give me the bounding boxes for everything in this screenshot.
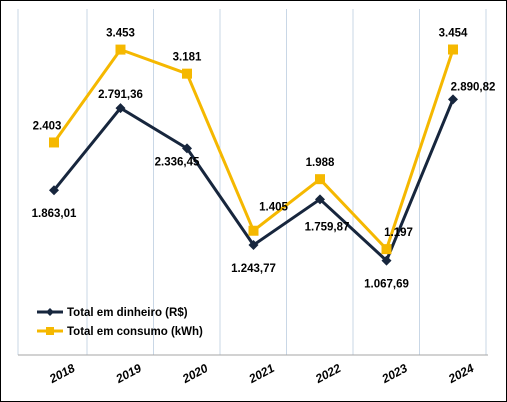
data-point-consumo bbox=[115, 44, 126, 55]
data-label-dinheiro: 1.759,87 bbox=[305, 221, 350, 233]
data-label-dinheiro: 2.890,82 bbox=[451, 81, 496, 93]
x-tick-label: 2021 bbox=[246, 361, 277, 387]
legend: Total em dinheiro (R$) Total em consumo … bbox=[37, 307, 203, 338]
data-label-dinheiro: 1.067,69 bbox=[364, 279, 409, 291]
series-group bbox=[49, 44, 458, 266]
x-tick-label: 2020 bbox=[179, 361, 210, 387]
data-label-dinheiro: 1.243,77 bbox=[231, 263, 276, 275]
x-tick-label: 2024 bbox=[445, 361, 476, 387]
legend-label-dinheiro: Total em dinheiro (R$) bbox=[67, 307, 188, 319]
data-labels: 1.863,01 2.791,36 2.336,45 1.243,77 1.759,87… bbox=[32, 28, 496, 291]
legend-marker-dinheiro bbox=[46, 308, 54, 316]
data-label-consumo: 3.453 bbox=[106, 28, 135, 40]
data-point-consumo bbox=[448, 44, 458, 55]
grid-lines bbox=[17, 9, 487, 355]
data-point-dinheiro bbox=[115, 103, 126, 114]
data-point-consumo bbox=[315, 174, 325, 185]
data-label-dinheiro: 2.791,36 bbox=[98, 89, 143, 101]
data-point-dinheiro bbox=[381, 255, 392, 266]
data-label-consumo: 1.197 bbox=[384, 227, 413, 239]
data-label-dinheiro: 1.863,01 bbox=[32, 208, 77, 220]
data-label-consumo: 3.181 bbox=[173, 52, 202, 64]
legend-label-consumo: Total em consumo (kWh) bbox=[67, 326, 203, 338]
data-point-consumo bbox=[49, 137, 59, 148]
x-tick-label: 2018 bbox=[46, 361, 77, 387]
x-tick-labels: 2018 2019 2020 2021 2022 2023 2024 bbox=[46, 361, 476, 387]
data-point-dinheiro bbox=[448, 94, 458, 105]
data-point-dinheiro bbox=[315, 194, 325, 205]
data-point-dinheiro bbox=[182, 143, 192, 154]
data-label-consumo: 2.403 bbox=[33, 120, 62, 132]
data-label-consumo: 3.454 bbox=[439, 28, 468, 40]
data-point-dinheiro bbox=[248, 239, 259, 250]
data-point-consumo bbox=[182, 68, 192, 79]
x-tick-label: 2019 bbox=[113, 361, 144, 387]
data-label-dinheiro: 2.336,45 bbox=[155, 156, 200, 168]
x-tick-label: 2022 bbox=[312, 361, 343, 387]
legend-marker-consumo bbox=[46, 327, 54, 335]
series-line-consumo bbox=[52, 48, 455, 251]
data-point-consumo bbox=[248, 225, 259, 236]
data-label-consumo: 1.405 bbox=[259, 202, 288, 214]
x-tick-label: 2023 bbox=[379, 361, 410, 387]
data-point-dinheiro bbox=[49, 185, 59, 196]
data-label-consumo: 1.988 bbox=[306, 157, 335, 169]
data-point-consumo bbox=[381, 244, 392, 255]
